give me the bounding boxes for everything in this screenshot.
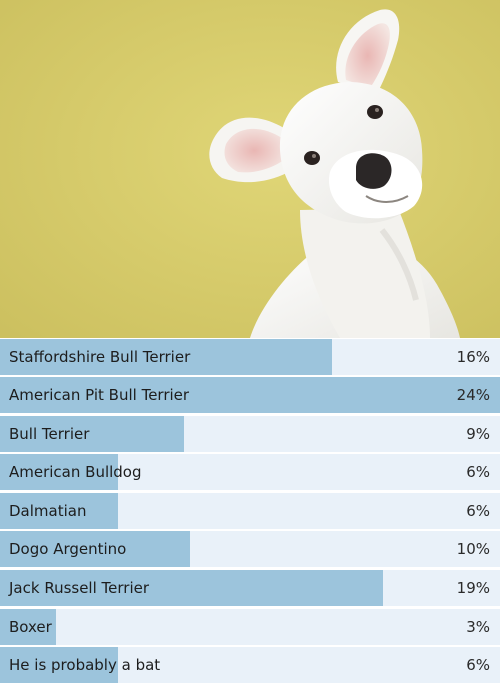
poll-option-percent: 6% (466, 656, 490, 674)
poll-option[interactable]: He is probably a bat 6% (0, 646, 500, 683)
poll-option-label: Dogo Argentino (9, 540, 127, 558)
white-dog-photo (0, 0, 500, 338)
poll-option-label: American Pit Bull Terrier (9, 386, 190, 404)
poll-option-label: Jack Russell Terrier (9, 579, 150, 597)
poll-option-bar (0, 609, 56, 645)
poll-option-label: American Bulldog (9, 463, 142, 481)
poll-option-bar (0, 454, 118, 490)
poll-option-percent: 9% (466, 425, 490, 443)
poll-option-percent: 24% (456, 386, 490, 404)
poll-option-percent: 3% (466, 618, 490, 636)
poll-option-percent: 19% (456, 579, 490, 597)
poll-option-bar (0, 531, 190, 567)
poll-option-label: Staffordshire Bull Terrier (9, 348, 191, 366)
poll-option[interactable]: Dalmatian 6% (0, 492, 500, 529)
poll-option-label: Bull Terrier (9, 425, 90, 443)
poll-option[interactable]: American Pit Bull Terrier 24% (0, 376, 500, 413)
poll-option-percent: 6% (466, 463, 490, 481)
poll-option-label: Dalmatian (9, 502, 87, 520)
poll-option-label: He is probably a bat (9, 656, 161, 674)
poll-option[interactable]: Staffordshire Bull Terrier 16% (0, 338, 500, 375)
poll-results: Staffordshire Bull Terrier 16% American … (0, 338, 500, 685)
poll-option[interactable]: Dogo Argentino 10% (0, 530, 500, 567)
poll-option[interactable]: Boxer 3% (0, 608, 500, 645)
poll-option-label: Boxer (9, 618, 52, 636)
poll-option[interactable]: American Bulldog 6% (0, 453, 500, 490)
poll-option-bar (0, 339, 332, 375)
poll-option-bar (0, 416, 184, 452)
poll-option-bar (0, 647, 118, 683)
poll-option-bar (0, 570, 383, 606)
poll-option-bar (0, 493, 118, 529)
poll-option-percent: 6% (466, 502, 490, 520)
poll-option[interactable]: Bull Terrier 9% (0, 415, 500, 452)
poll-option-percent: 16% (456, 348, 490, 366)
poll-option-bar (0, 377, 500, 413)
poll-option-percent: 10% (456, 540, 490, 558)
poll-option[interactable]: Jack Russell Terrier 19% (0, 569, 500, 606)
